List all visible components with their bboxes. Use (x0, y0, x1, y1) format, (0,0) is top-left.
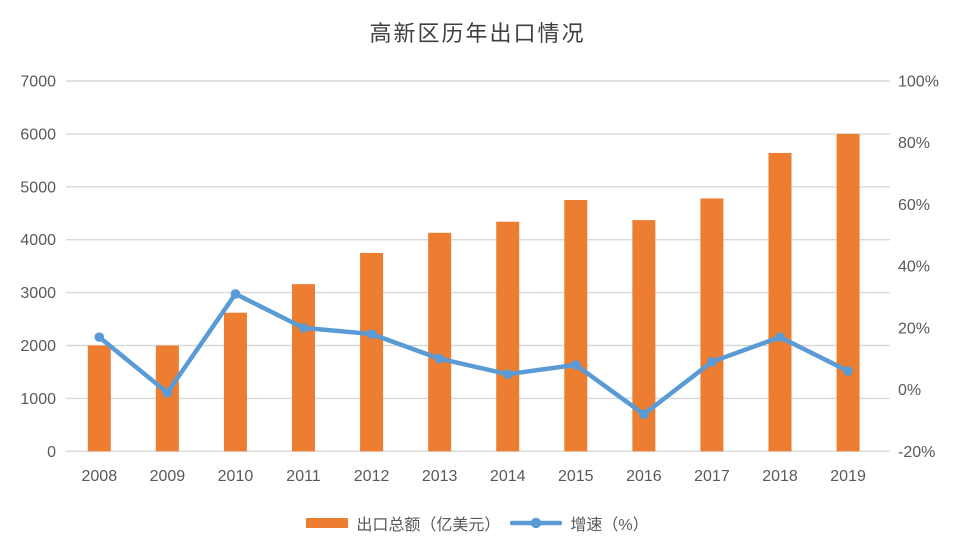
export-bar-2015 (564, 200, 588, 452)
x-axis-year-label: 2010 (218, 468, 254, 485)
export-bar-2017 (700, 198, 724, 452)
x-axis-year-label: 2011 (286, 468, 321, 485)
x-axis-year-label: 2008 (82, 468, 118, 485)
growth-point-2018 (775, 332, 785, 342)
growth-line (97, 291, 851, 417)
left-axis-tick-label: 2000 (20, 338, 56, 355)
x-axis-year-label: 2013 (422, 468, 458, 485)
growth-point-2012 (366, 329, 377, 339)
growth-point-2014 (502, 369, 513, 379)
export-bar-2012 (360, 252, 384, 452)
export-bar-2008 (87, 345, 111, 452)
line-series-sample-icon (510, 517, 563, 529)
legend-item-growth: 增速（%） (510, 511, 649, 535)
left-axis-tick-label: 1000 (20, 391, 56, 408)
export-bar-2011 (292, 284, 316, 452)
x-axis-year-label: 2009 (150, 468, 186, 485)
x-axis-year-label: 2012 (354, 468, 390, 485)
right-axis-tick-label: -20% (898, 444, 935, 461)
export-bar-2018 (768, 152, 792, 452)
right-axis-tick-label: 60% (898, 197, 930, 214)
left-axis-tick-label: 7000 (20, 74, 56, 91)
right-axis-tick-label: 80% (898, 135, 930, 152)
growth-point-2015 (570, 360, 581, 370)
export-bar-2014 (496, 221, 520, 452)
growth-point-2017 (707, 357, 717, 367)
growth-point-2008 (94, 332, 105, 342)
x-axis-year-label: 2017 (694, 468, 730, 485)
left-axis-tick-label: 4000 (20, 232, 56, 249)
x-axis-year-label: 2014 (490, 468, 526, 485)
growth-point-2010 (230, 289, 241, 299)
legend-label-exports: 出口总额（亿美元） (356, 517, 501, 534)
growth-point-2019 (843, 366, 853, 376)
chart-legend: 出口总额（亿美元） 增速（%） (0, 511, 955, 535)
export-bar-2009 (155, 345, 179, 452)
bar-series-swatch-icon (306, 518, 349, 528)
right-axis-tick-label: 0% (898, 382, 921, 399)
left-axis-tick-label: 3000 (20, 285, 56, 302)
right-axis-tick-label: 100% (898, 74, 939, 91)
left-axis-tick-label: 6000 (20, 126, 56, 143)
x-axis-year-label: 2018 (762, 468, 798, 485)
export-bar-2010 (223, 312, 247, 452)
export-bar-2019 (836, 133, 860, 452)
export-bar-2013 (428, 232, 452, 452)
left-axis-tick-label: 5000 (20, 179, 56, 196)
growth-point-2016 (639, 409, 649, 420)
right-axis-tick-label: 20% (898, 320, 930, 337)
chart-title: 高新区历年出口情况 (369, 21, 586, 46)
x-axis-year-label: 2015 (558, 468, 594, 485)
growth-point-2011 (298, 323, 309, 333)
x-axis-year-label: 2016 (626, 468, 662, 485)
left-axis-tick-label: 0 (47, 444, 56, 461)
legend-item-exports: 出口总额（亿美元） (306, 511, 500, 535)
growth-point-2009 (162, 387, 173, 398)
x-axis-year-label: 2019 (830, 468, 866, 485)
growth-point-2013 (434, 353, 445, 364)
export-bar-2016 (632, 220, 656, 452)
right-axis-tick-label: 40% (898, 259, 930, 276)
legend-label-growth: 增速（%） (570, 517, 649, 534)
